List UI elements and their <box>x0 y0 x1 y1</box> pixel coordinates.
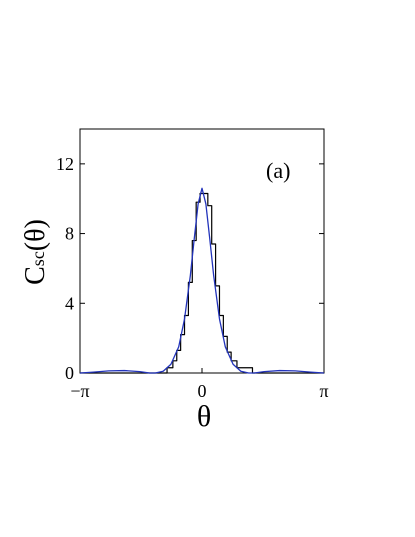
y-axis-label: Csc(θ) <box>20 219 51 285</box>
x-tick-label: π <box>319 381 328 401</box>
y-tick-label: 0 <box>65 363 74 383</box>
y-axis-label-suffix: (θ) <box>20 219 51 251</box>
y-axis-label-sub: sc <box>28 251 48 266</box>
series-line-0 <box>80 192 324 374</box>
y-tick-label: 8 <box>65 224 74 244</box>
series-line-1 <box>80 187 324 374</box>
y-axis-label-main: C <box>20 266 51 285</box>
x-tick-label: 0 <box>198 381 207 401</box>
series-layer <box>80 187 324 374</box>
panel-label: (a) <box>266 158 290 183</box>
x-tick-label: −π <box>70 381 89 401</box>
x-axis-label: θ <box>197 400 211 433</box>
y-tick-label: 4 <box>65 293 74 313</box>
y-axis: 0 4 8 12 <box>56 154 324 383</box>
x-axis: −π 0 π <box>70 368 329 401</box>
y-tick-label: 12 <box>56 154 74 174</box>
